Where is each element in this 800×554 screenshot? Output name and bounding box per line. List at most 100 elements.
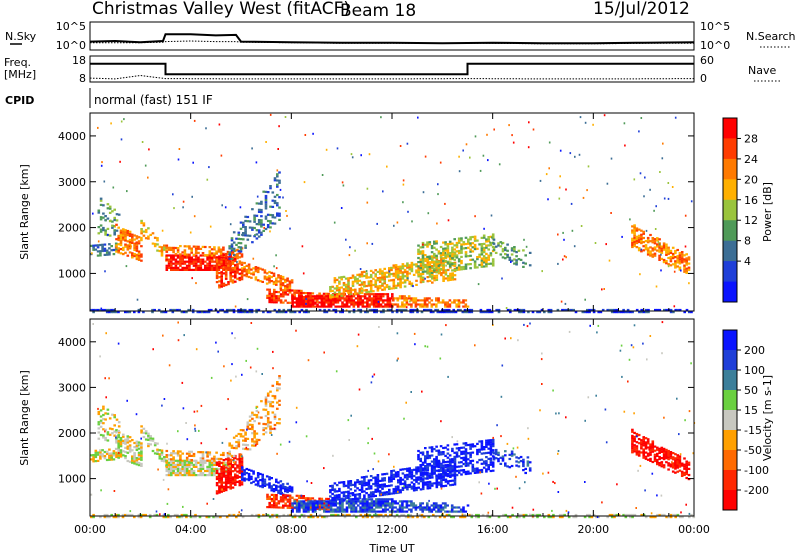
velocity-cell <box>367 493 371 496</box>
velocity-cell <box>242 439 245 442</box>
velocity-cell <box>327 500 331 503</box>
power-cell <box>263 275 267 278</box>
power-cell <box>415 279 418 282</box>
velocity-cell <box>494 450 498 454</box>
velocity-cell <box>405 506 409 509</box>
power-cell <box>170 254 173 257</box>
power-cell <box>417 271 420 274</box>
power-cell <box>338 288 341 291</box>
power-cell <box>617 311 621 314</box>
power-colorbar-segment <box>723 118 737 139</box>
power-cell <box>676 257 679 260</box>
power-cell <box>374 269 377 272</box>
power-cell <box>199 262 203 265</box>
power-cell <box>229 278 232 281</box>
power-cell <box>290 279 294 282</box>
power-cell <box>286 277 289 280</box>
velocity-cell <box>97 437 101 440</box>
power-cell <box>239 221 243 224</box>
velocity-cell <box>213 469 216 473</box>
velocity-cell <box>513 453 516 456</box>
power-cell <box>396 303 400 306</box>
power-cell <box>622 308 625 312</box>
velocity-cell <box>406 469 409 472</box>
power-cell <box>487 244 490 247</box>
velocity-cell <box>451 470 454 473</box>
power-cell <box>396 305 400 308</box>
power-cell <box>342 275 346 278</box>
velocity-cell <box>419 476 422 479</box>
power-cell <box>238 262 242 265</box>
power-cell <box>122 248 125 251</box>
power-cell <box>442 251 445 254</box>
velocity-cell <box>251 438 254 441</box>
velocity-cell <box>302 502 306 505</box>
power-cell <box>156 239 159 242</box>
power-cell <box>421 299 424 302</box>
velocity-cell <box>419 488 423 491</box>
power-cell <box>323 311 326 314</box>
power-cell <box>208 262 212 265</box>
velocity-cell <box>117 446 120 449</box>
velocity-cell <box>437 481 441 484</box>
power-cell <box>264 227 268 231</box>
power-cell <box>397 269 400 273</box>
power-cell <box>338 295 342 298</box>
power-cell <box>473 235 477 238</box>
power-cell <box>119 239 123 242</box>
velocity-cell <box>222 475 226 478</box>
power-cell <box>276 183 279 186</box>
velocity-cell <box>491 449 495 452</box>
velocity-cell <box>247 474 251 478</box>
velocity-cell <box>367 481 371 484</box>
power-cell <box>288 282 292 285</box>
power-cell <box>455 246 459 249</box>
velocity-cell <box>435 462 438 465</box>
velocity-cell <box>163 460 166 463</box>
velocity-cell <box>131 455 134 458</box>
velocity-cell <box>201 453 205 456</box>
power-speckle <box>246 298 249 301</box>
velocity-cell <box>240 470 244 474</box>
velocity-cell <box>421 483 425 486</box>
power-speckle <box>563 255 566 258</box>
velocity-cell <box>485 460 488 463</box>
power-cell <box>408 268 411 271</box>
power-cell <box>450 311 453 314</box>
power-cell <box>300 305 303 308</box>
power-cell <box>390 266 393 269</box>
velocity-cell <box>444 484 448 487</box>
power-cell <box>117 311 120 314</box>
velocity-cell <box>102 405 105 408</box>
velocity-cell <box>170 469 173 473</box>
velocity-cell <box>102 422 105 425</box>
power-cell <box>489 254 493 257</box>
power-cell <box>383 282 386 285</box>
velocity-cell <box>210 472 214 475</box>
velocity-cell <box>372 504 376 507</box>
velocity-cell <box>421 508 424 511</box>
power-cell <box>197 258 200 261</box>
power-cell <box>685 308 689 312</box>
velocity-cell <box>642 436 645 439</box>
power-cell <box>469 250 472 253</box>
velocity-cell <box>302 508 306 511</box>
power-cell <box>372 293 376 296</box>
power-cell <box>685 267 688 270</box>
velocity-cell <box>644 457 648 460</box>
velocity-cell <box>260 416 263 419</box>
power-cell <box>414 301 418 304</box>
power-speckle <box>360 154 362 157</box>
power-cell <box>269 187 272 190</box>
velocity-cell <box>277 502 281 505</box>
freq-label-line2: [MHz] <box>4 68 36 81</box>
power-speckle <box>579 116 582 119</box>
velocity-cell <box>114 447 118 450</box>
power-cell <box>369 288 373 291</box>
power-cell <box>455 266 459 269</box>
velocity-cell <box>485 470 488 473</box>
velocity-cell <box>439 473 443 476</box>
velocity-cell <box>239 429 243 432</box>
velocity-cell <box>354 493 357 496</box>
power-cell <box>220 283 223 286</box>
